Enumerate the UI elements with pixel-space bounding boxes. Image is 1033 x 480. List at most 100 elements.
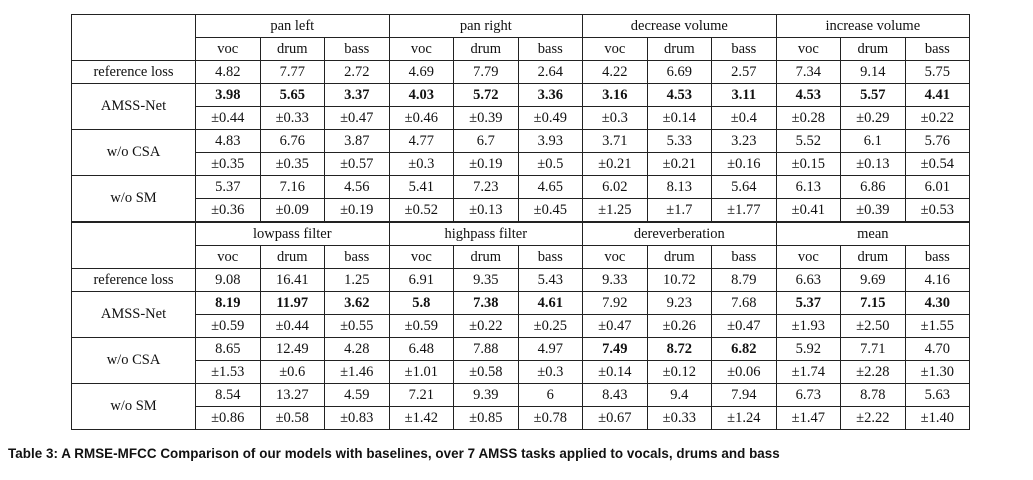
stem-header: drum [259, 37, 325, 61]
stem-header: voc [582, 245, 648, 269]
value-cell: 2.57 [711, 60, 777, 84]
std-cell: ±0.39 [840, 198, 906, 223]
std-cell: ±0.44 [195, 106, 261, 130]
std-cell: ±0.33 [646, 406, 713, 430]
std-cell: ±0.57 [324, 152, 390, 176]
value-cell: 9.39 [453, 383, 519, 407]
std-cell: ±2.50 [840, 314, 906, 338]
value-cell: 3.62 [324, 291, 390, 315]
stem-header: voc [775, 245, 842, 269]
value-cell: 6 [517, 383, 584, 407]
std-cell: ±2.28 [840, 360, 906, 384]
value-cell: 6.82 [711, 337, 777, 361]
value-cell: 3.93 [517, 129, 584, 153]
table-row: w/o SM 5.37 7.16 4.56 5.41 7.23 4.65 6.02 8.13 5.… [71, 175, 971, 223]
stem-header: bass [517, 245, 584, 269]
std-cell: ±0.35 [195, 152, 261, 176]
value-cell: 4.61 [517, 291, 584, 315]
std-cell: ±0.59 [388, 314, 455, 338]
value-cell: 4.03 [388, 83, 455, 107]
std-cell: ±0.83 [324, 406, 390, 430]
value-cell: 5.41 [388, 175, 455, 199]
stem-header: drum [840, 245, 906, 269]
stem-header: bass [324, 37, 390, 61]
std-cell: ±0.13 [840, 152, 906, 176]
row-label: w/o SM [71, 383, 196, 430]
row-label: AMSS-Net [71, 83, 196, 130]
value-cell: 5.72 [453, 83, 519, 107]
value-cell: 7.79 [453, 60, 519, 84]
value-cell: 3.11 [711, 83, 777, 107]
std-cell: ±0.47 [582, 314, 648, 338]
value-cell: 7.15 [840, 291, 906, 315]
value-cell: 8.79 [711, 268, 777, 292]
value-cell: 4.70 [904, 337, 971, 361]
table-row: reference loss 9.08 16.41 1.25 6.91 9.35 5.43 9… [71, 268, 971, 292]
value-cell: 16.41 [259, 268, 325, 292]
value-cell: 9.69 [840, 268, 906, 292]
stem-header: bass [324, 245, 390, 269]
value-cell: 6.13 [775, 175, 842, 199]
std-cell: ±1.74 [775, 360, 842, 384]
value-cell: 4.65 [517, 175, 584, 199]
std-cell: ±0.6 [259, 360, 325, 384]
value-cell: 8.54 [195, 383, 261, 407]
value-cell: 9.4 [646, 383, 713, 407]
value-cell: 4.97 [517, 337, 584, 361]
std-cell: ±0.29 [840, 106, 906, 130]
task-group-header: dereverberation [582, 221, 777, 246]
std-cell: ±0.44 [259, 314, 325, 338]
stem-header: voc [195, 245, 261, 269]
value-cell: 5.92 [775, 337, 842, 361]
value-cell: 8.43 [582, 383, 648, 407]
value-cell: 4.41 [904, 83, 971, 107]
task-group-header: pan left [195, 14, 390, 38]
std-cell: ±0.78 [517, 406, 584, 430]
row-label: AMSS-Net [71, 291, 196, 338]
value-cell: 3.37 [324, 83, 390, 107]
results-table-container: pan left pan right decrease volume increase… [71, 14, 971, 430]
value-cell: 9.08 [195, 268, 261, 292]
value-cell: 6.02 [582, 175, 648, 199]
value-cell: 5.75 [904, 60, 971, 84]
stem-header: bass [711, 245, 777, 269]
value-cell: 6.69 [646, 60, 713, 84]
std-cell: ±0.22 [453, 314, 519, 338]
value-cell: 4.56 [324, 175, 390, 199]
std-cell: ±0.58 [259, 406, 325, 430]
std-cell: ±0.28 [775, 106, 842, 130]
corner-cell [71, 221, 196, 269]
group-header-row: lowpass filter highpass filter dereverbera… [71, 221, 971, 269]
task-group-header: pan right [388, 14, 584, 38]
value-cell: 10.72 [646, 268, 713, 292]
std-cell: ±0.3 [517, 360, 584, 384]
stem-header-row: voc drum bass voc drum bass voc drum bass voc drum… [72, 37, 971, 61]
std-cell: ±0.21 [646, 152, 713, 176]
stem-header: bass [904, 245, 971, 269]
std-cell: ±0.36 [195, 198, 261, 223]
table-row: AMSS-Net 3.98 5.65 3.37 4.03 5.72 3.36 3.16 4.53… [71, 83, 971, 130]
std-cell: ±0.33 [259, 106, 325, 130]
value-cell: 7.16 [259, 175, 325, 199]
value-cell: 6.86 [840, 175, 906, 199]
rmse-mfcc-table: pan left pan right decrease volume increase… [71, 14, 971, 430]
value-cell: 9.14 [840, 60, 906, 84]
table-row: w/o CSA 8.65 12.49 4.28 6.48 7.88 4.97 7.49 8.72… [71, 337, 971, 384]
std-cell: ±0.86 [195, 406, 261, 430]
value-cell: 6.1 [840, 129, 906, 153]
table-caption: Table 3: A RMSE-MFCC Comparison of our m… [8, 446, 780, 461]
value-cell: 9.35 [453, 268, 519, 292]
task-group-header: mean [775, 221, 971, 246]
value-cell: 4.59 [324, 383, 390, 407]
row-label: w/o SM [71, 175, 196, 223]
stem-header: bass [711, 37, 777, 61]
stem-header: drum [453, 37, 519, 61]
value-cell: 8.19 [195, 291, 261, 315]
std-cell: ±0.52 [388, 198, 455, 223]
value-cell: 9.23 [646, 291, 713, 315]
std-cell: ±0.06 [711, 360, 777, 384]
stem-header: drum [646, 245, 713, 269]
value-cell: 6.91 [388, 268, 455, 292]
value-cell: 7.88 [453, 337, 519, 361]
std-cell: ±0.14 [646, 106, 713, 130]
